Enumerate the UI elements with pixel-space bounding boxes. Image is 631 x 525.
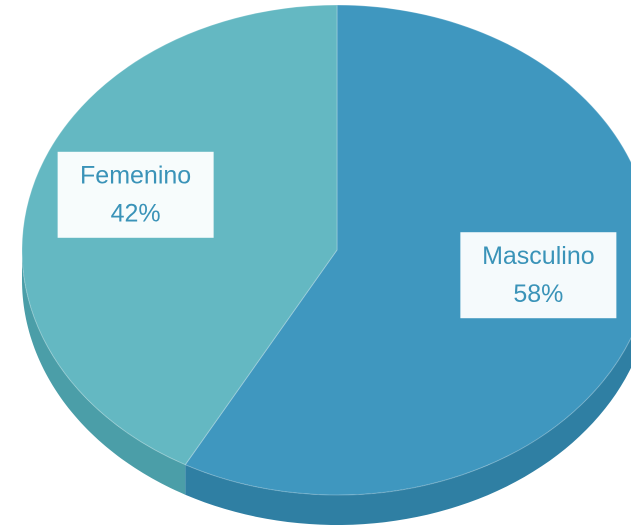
slice [184,4,631,525]
label-value: 58% [513,280,563,308]
label-box [460,232,617,319]
label-category: Femenino [80,161,191,189]
slice-top [184,4,631,496]
labels: Masculino 58% Femenino 42% [57,151,617,319]
slice-side [185,337,631,525]
label-box [57,151,214,238]
label-value: 42% [111,199,161,227]
label-category: Masculino [482,242,595,270]
slice-side [22,250,186,495]
